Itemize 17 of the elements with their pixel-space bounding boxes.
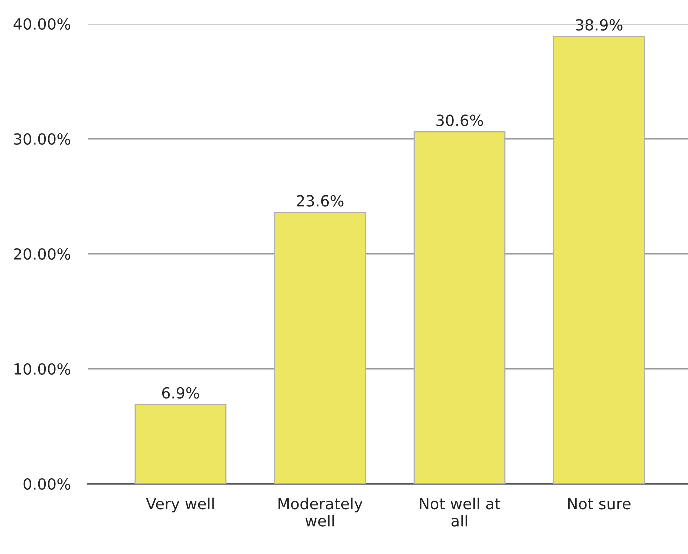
x-tick-label: Not well at all (420, 498, 501, 527)
y-tick-label: 10.00% (14, 363, 70, 376)
y-tick-label: 0.00% (24, 478, 70, 490)
bar (134, 404, 227, 484)
bar (553, 36, 646, 484)
bar (414, 132, 506, 484)
x-tick-label: Very well (146, 498, 214, 513)
bar (274, 212, 366, 484)
data-label: 38.9% (576, 19, 623, 31)
data-label: 6.9% (162, 387, 200, 399)
data-label: 23.6% (297, 195, 344, 207)
data-label: 30.6% (436, 114, 484, 126)
y-tick-label: 40.00% (14, 18, 70, 30)
y-tick-label: 20.00% (14, 248, 70, 260)
x-tick-label: Not sure (568, 498, 631, 510)
x-tick-label: Moderately well (278, 498, 363, 527)
y-tick-label: 30.00% (14, 133, 70, 146)
